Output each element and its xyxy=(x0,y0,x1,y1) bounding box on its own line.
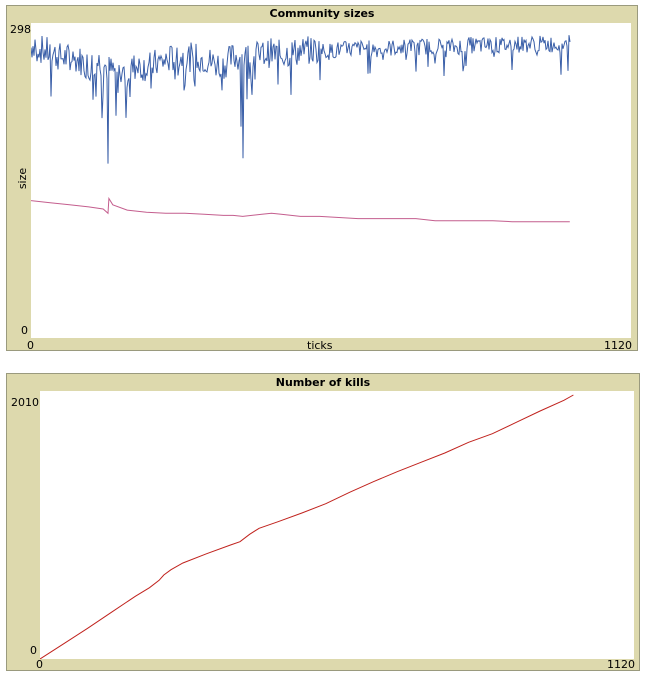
chart-title: Community sizes xyxy=(269,7,375,20)
series-line-2 xyxy=(31,196,570,223)
x-max-tick: 1120 xyxy=(607,658,635,671)
x-min-tick: 0 xyxy=(36,658,43,671)
community-sizes-plot: Community sizes 298 0 size 0 ticks 1120 xyxy=(6,5,638,352)
y-max-tick: 298 xyxy=(10,23,31,36)
series-line-1 xyxy=(40,394,574,659)
plot-area xyxy=(40,391,634,659)
y-min-tick: 0 xyxy=(21,324,28,337)
chart-canvas xyxy=(40,394,574,659)
plot-area xyxy=(31,23,631,338)
number-of-kills-plot: Number of kills 2010 0 0 1120 xyxy=(6,373,640,671)
y-min-tick: 0 xyxy=(30,644,37,657)
y-max-tick: 2010 xyxy=(11,396,39,409)
chart-canvas xyxy=(31,35,571,223)
x-axis-label: ticks xyxy=(307,339,333,352)
series-line-1 xyxy=(31,35,571,164)
x-min-tick: 0 xyxy=(27,339,34,352)
x-max-tick: 1120 xyxy=(604,339,632,352)
y-axis-label: size xyxy=(16,167,30,190)
chart-title: Number of kills xyxy=(275,376,371,389)
